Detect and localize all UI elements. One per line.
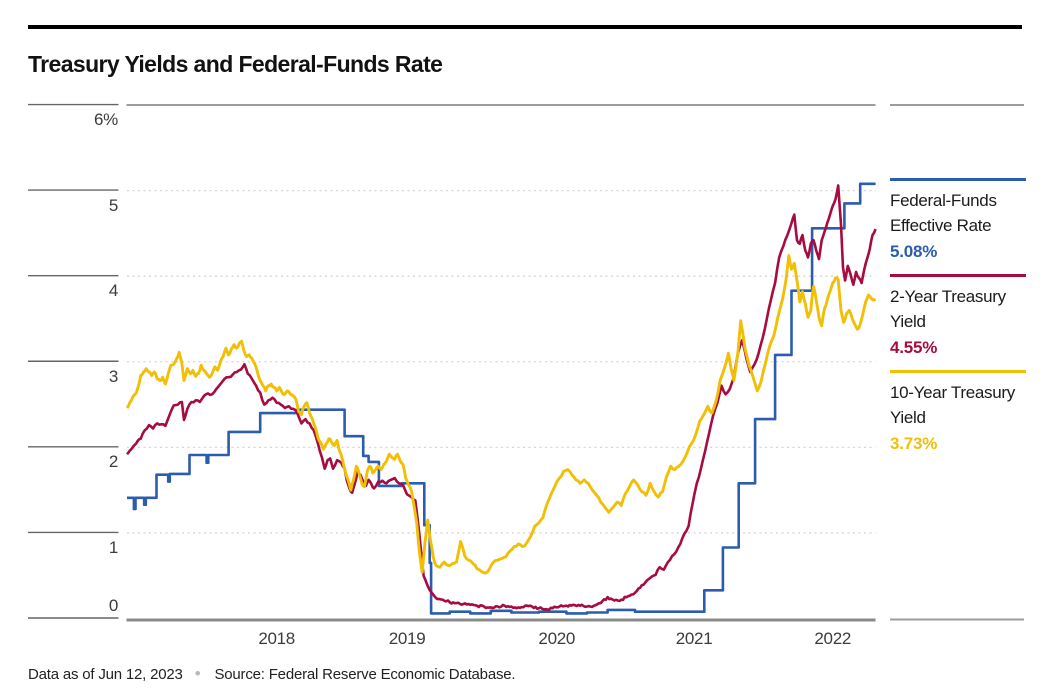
x-axis-label: 2022 — [814, 629, 852, 648]
legend-value: 3.73% — [890, 434, 938, 453]
footnote: Data as of Jun 12, 2023 • Source: Federa… — [28, 664, 516, 684]
chart-legend: Federal-Funds Effective Rate 5.08% 2-Yea… — [890, 178, 1026, 466]
y-axis-label: 2 — [108, 452, 118, 472]
y-axis-label: 6% — [94, 110, 118, 130]
legend-label: Federal-Funds Effective Rate — [890, 191, 997, 235]
legend-value: 5.08% — [890, 242, 938, 261]
x-axis-label: 2018 — [258, 629, 295, 648]
x-axis-label: 2020 — [538, 629, 576, 648]
y-axis-label: 4 — [108, 281, 118, 301]
title-rule — [28, 25, 1022, 29]
y-axis-label: 3 — [108, 366, 118, 386]
legend-item-fed-funds: Federal-Funds Effective Rate 5.08% — [890, 178, 1026, 265]
y-axis-label: 0 — [108, 595, 118, 615]
x-axis-label: 2019 — [388, 629, 426, 648]
series-line-10yr-treasury — [125, 254, 877, 575]
data-as-of-text: Data as of Jun 12, 2023 — [28, 665, 183, 683]
legend-label: 2-Year Treasury Yield — [890, 287, 1006, 331]
series-line-fed-funds — [127, 182, 876, 615]
legend-item-2yr-treasury: 2-Year Treasury Yield 4.55% — [890, 274, 1026, 361]
x-axis-label: 2021 — [675, 629, 713, 648]
legend-value: 4.55% — [890, 338, 938, 357]
series-line-2yr-treasury — [126, 184, 877, 611]
legend-item-10yr-treasury: 10-Year Treasury Yield 3.73% — [890, 370, 1026, 457]
page-title: Treasury Yields and Federal-Funds Rate — [28, 51, 443, 78]
bullet-separator-icon: • — [194, 664, 201, 683]
y-axis-label: 1 — [108, 537, 118, 557]
source-text: Source: Federal Reserve Economic Databas… — [214, 665, 516, 683]
y-axis-label: 5 — [108, 195, 118, 215]
legend-label: 10-Year Treasury Yield — [890, 383, 1015, 427]
